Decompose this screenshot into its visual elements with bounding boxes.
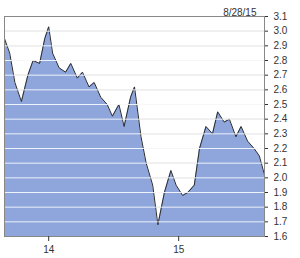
svg-text:2.2: 2.2: [274, 143, 288, 154]
svg-text:1.9: 1.9: [274, 187, 288, 198]
svg-text:2.0: 2.0: [274, 172, 288, 183]
svg-text:8/28/15: 8/28/15: [223, 7, 257, 18]
svg-text:15: 15: [173, 244, 185, 255]
svg-text:2.1: 2.1: [274, 157, 288, 168]
svg-text:2.3: 2.3: [274, 128, 288, 139]
svg-text:2.5: 2.5: [274, 99, 288, 110]
svg-text:3.0: 3.0: [274, 25, 288, 36]
svg-text:1.6: 1.6: [274, 231, 288, 242]
svg-text:2.7: 2.7: [274, 69, 288, 80]
svg-text:1.8: 1.8: [274, 201, 288, 212]
svg-text:1.7: 1.7: [274, 216, 288, 227]
svg-text:14: 14: [43, 244, 55, 255]
svg-text:3.1: 3.1: [274, 11, 288, 22]
svg-text:2.8: 2.8: [274, 55, 288, 66]
svg-text:2.6: 2.6: [274, 84, 288, 95]
svg-text:2.4: 2.4: [274, 113, 288, 124]
svg-text:2.9: 2.9: [274, 40, 288, 51]
